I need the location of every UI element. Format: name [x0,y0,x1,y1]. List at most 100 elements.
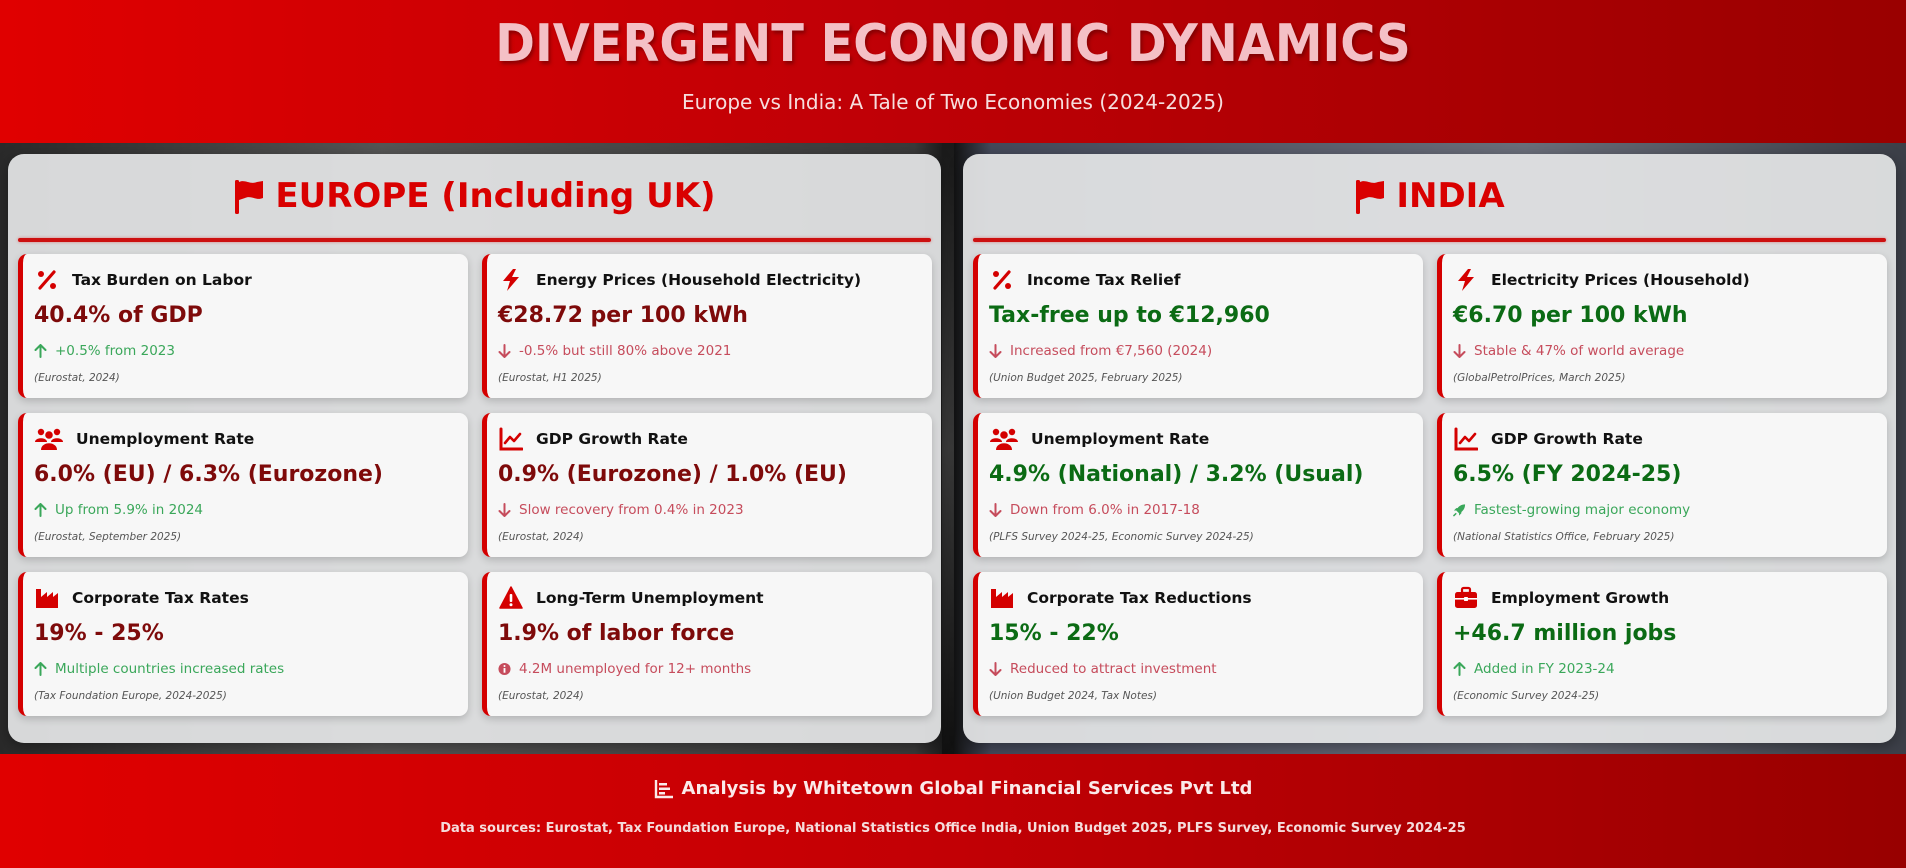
arrow-down-icon [989,344,1002,358]
card-value: Tax-free up to €12,960 [989,303,1270,328]
page-title: DIVERGENT ECONOMIC DYNAMICS [495,14,1411,74]
arrow-up-icon [1453,662,1466,676]
card-trend-text: +0.5% from 2023 [55,343,175,359]
chart-line-icon [498,426,524,452]
card-title: GDP Growth Rate [1491,430,1643,448]
card-trend-text: Up from 5.9% in 2024 [55,502,203,518]
card-trend: 4.2M unemployed for 12+ months [498,661,751,677]
card-trend-text: Down from 6.0% in 2017-18 [1010,502,1200,518]
card-trend: Up from 5.9% in 2024 [34,502,203,518]
card-source: (PLFS Survey 2024-25, Economic Survey 20… [989,531,1254,543]
bolt-icon [1453,267,1479,293]
card-source: (Eurostat, September 2025) [34,531,182,543]
card-trend-text: 4.2M unemployed for 12+ months [519,661,752,677]
card-employment-growth: Employment Growth +46.7 million jobs Add… [1437,572,1887,716]
panel-divider [942,143,954,754]
card-gdp-growth-rate: GDP Growth Rate 6.5% (FY 2024-25) Fastes… [1437,413,1887,557]
card-value: €28.72 per 100 kWh [498,303,748,328]
card-value: 40.4% of GDP [34,303,203,328]
card-source: (Eurostat, 2024) [498,531,584,543]
percent-icon [34,267,60,293]
card-trend: Slow recovery from 0.4% in 2023 [498,502,744,518]
card-source: (Economic Survey 2024-25) [1453,690,1600,702]
card-source: (Eurostat, 2024) [34,372,120,384]
card-trend-text: Multiple countries increased rates [55,661,285,677]
card-source: (GlobalPetrolPrices, March 2025) [1453,372,1626,384]
card-trend: Reduced to attract investment [989,661,1217,677]
card-title: Energy Prices (Household Electricity) [536,271,862,289]
card-title: Electricity Prices (Household) [1491,271,1750,289]
europe-panel-heading: EUROPE (Including UK) [8,176,941,216]
card-title: Corporate Tax Rates [72,589,249,607]
page-header: DIVERGENT ECONOMIC DYNAMICS Europe vs In… [0,0,1906,143]
card-source: (Tax Foundation Europe, 2024-2025) [34,690,227,702]
footer-credit-text: Analysis by Whitetown Global Financial S… [681,778,1253,799]
industry-icon [34,585,60,611]
europe-heading-rule [18,238,931,242]
india-heading-rule [973,238,1886,242]
card-energy-prices: Energy Prices (Household Electricity) €2… [482,254,932,398]
card-trend-text: Fastest-growing major economy [1474,502,1691,518]
arrow-down-icon [989,503,1002,517]
card-value: 0.9% (Eurozone) / 1.0% (EU) [498,462,847,487]
footer-data-sources: Data sources: Eurostat, Tax Foundation E… [440,821,1466,836]
card-trend: Increased from €7,560 (2024) [989,343,1212,359]
card-trend-text: -0.5% but still 80% above 2021 [519,343,732,359]
card-trend-text: Added in FY 2023-24 [1474,661,1615,677]
users-icon [989,426,1019,452]
percent-icon [989,267,1015,293]
card-trend: Added in FY 2023-24 [1453,661,1615,677]
page-subtitle: Europe vs India: A Tale of Two Economies… [682,90,1224,114]
chart-line-icon [1453,426,1479,452]
card-long-term-unemployment: Long-Term Unemployment 1.9% of labor for… [482,572,932,716]
flag-icon [233,178,265,214]
card-trend-text: Slow recovery from 0.4% in 2023 [519,502,744,518]
card-trend: +0.5% from 2023 [34,343,175,359]
card-corporate-tax-reductions: Corporate Tax Reductions 15% - 22% Reduc… [973,572,1423,716]
card-title: Unemployment Rate [76,430,255,448]
comparison-area: EUROPE (Including UK) Tax Burden on Labo… [0,143,1906,754]
europe-panel-title: EUROPE (Including UK) [275,176,716,216]
india-panel-heading: INDIA [963,176,1896,216]
card-title: Corporate Tax Reductions [1027,589,1252,607]
card-unemployment-rate: Unemployment Rate 6.0% (EU) / 6.3% (Euro… [18,413,468,557]
warning-icon [498,585,524,611]
card-income-tax-relief: Income Tax Relief Tax-free up to €12,960… [973,254,1423,398]
industry-icon [989,585,1015,611]
card-value: €6.70 per 100 kWh [1453,303,1688,328]
arrow-down-icon [989,662,1002,676]
card-trend: Stable & 47% of world average [1453,343,1684,359]
card-value: 6.0% (EU) / 6.3% (Eurozone) [34,462,383,487]
arrow-down-icon [498,503,511,517]
rocket-icon [1453,503,1466,517]
card-source: (Eurostat, H1 2025) [498,372,602,384]
card-title: Tax Burden on Labor [72,271,252,289]
card-trend-text: Reduced to attract investment [1010,661,1217,677]
card-title: Unemployment Rate [1031,430,1210,448]
card-trend: Multiple countries increased rates [34,661,284,677]
bolt-icon [498,267,524,293]
card-source: (Union Budget 2024, Tax Notes) [989,690,1157,702]
arrow-up-icon [34,344,47,358]
card-electricity-prices: Electricity Prices (Household) €6.70 per… [1437,254,1887,398]
flag-icon [1354,178,1386,214]
chart-bar-icon [654,779,674,799]
card-title: GDP Growth Rate [536,430,688,448]
card-value: 4.9% (National) / 3.2% (Usual) [989,462,1364,487]
india-panel-title: INDIA [1396,176,1505,216]
card-title: Income Tax Relief [1027,271,1181,289]
card-source: (National Statistics Office, February 20… [1453,531,1675,543]
card-trend-text: Increased from €7,560 (2024) [1010,343,1213,359]
card-value: 1.9% of labor force [498,621,735,646]
card-source: (Union Budget 2025, February 2025) [989,372,1183,384]
europe-panel: EUROPE (Including UK) Tax Burden on Labo… [8,154,941,743]
footer-credit: Analysis by Whitetown Global Financial S… [0,778,1906,799]
info-circle-icon [498,662,511,676]
users-icon [34,426,64,452]
card-value: 15% - 22% [989,621,1119,646]
card-tax-burden-on-labor: Tax Burden on Labor 40.4% of GDP +0.5% f… [18,254,468,398]
card-title: Long-Term Unemployment [536,589,764,607]
card-unemployment-rate: Unemployment Rate 4.9% (National) / 3.2%… [973,413,1423,557]
card-value: 19% - 25% [34,621,164,646]
card-source: (Eurostat, 2024) [498,690,584,702]
